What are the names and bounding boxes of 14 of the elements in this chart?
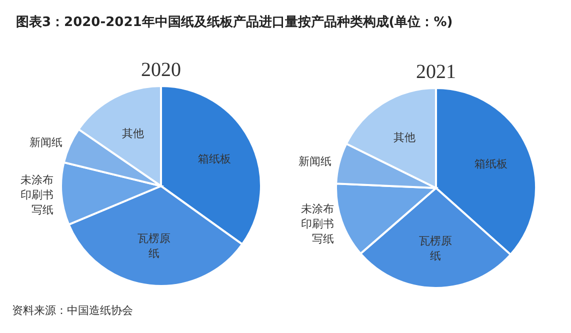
slice-label: 箱纸板 xyxy=(198,152,231,166)
slice-label: 瓦楞原纸 xyxy=(419,234,452,262)
text: 图表3：2020-2021年中国纸及纸板产品进口量按产品种类构成(单位：%) xyxy=(16,14,453,30)
slice-label: 未涂布印刷书写纸 xyxy=(20,173,54,216)
slice-label: 箱纸板 xyxy=(474,157,508,170)
slice-label: 其他 xyxy=(393,131,416,144)
slice-label: 未涂布印刷书写纸 xyxy=(301,202,334,246)
chart-title: 2020 xyxy=(141,59,181,81)
chart-title: 2021 xyxy=(416,61,456,83)
text: 资料来源：中国造纸协会 xyxy=(12,304,133,317)
slice-label: 瓦楞原纸 xyxy=(138,232,171,260)
slice-label: 新闻纸 xyxy=(298,155,332,168)
slice-label: 新闻纸 xyxy=(29,136,62,149)
slice-label: 其他 xyxy=(122,126,144,140)
